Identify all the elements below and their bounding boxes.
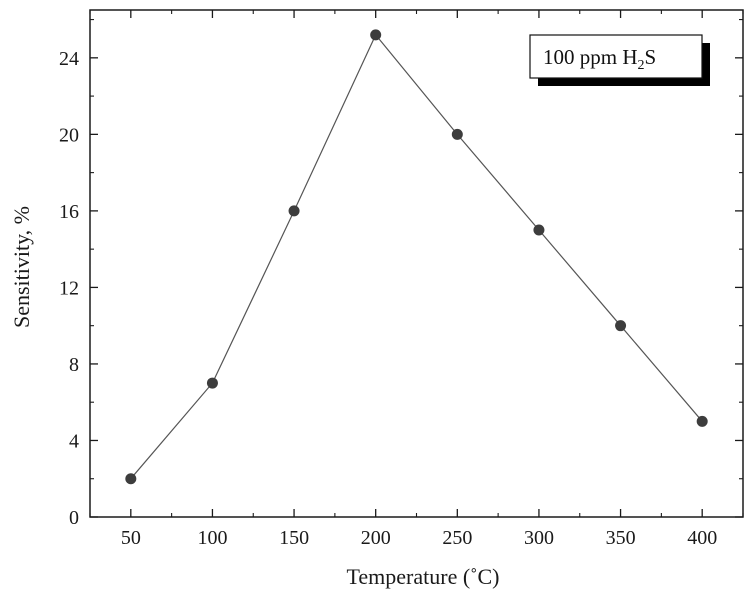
y-tick-label: 12	[59, 277, 79, 299]
x-tick-label: 250	[442, 527, 472, 549]
x-tick-label: 400	[687, 527, 717, 549]
y-tick-label: 4	[69, 430, 79, 452]
ticks-layer: 50 100 150 200 250 300 350 400 0 4 8 12 16 20 24	[59, 10, 744, 549]
x-tick-label: 300	[524, 527, 554, 549]
y-tick-label: 8	[69, 354, 79, 376]
legend-box: 100 ppm H2S	[529, 34, 710, 86]
data-point	[125, 473, 137, 485]
y-axis-title: Sensitivity, %	[9, 206, 34, 328]
data-point	[206, 377, 218, 389]
data-point	[615, 320, 627, 332]
series-layer	[125, 29, 708, 485]
legend-frame	[529, 34, 703, 79]
x-tick-label: 200	[361, 527, 391, 549]
legend-label: 100 ppm H2S	[543, 45, 656, 73]
data-point	[533, 224, 545, 236]
x-tick-label: 150	[279, 527, 309, 549]
legend-tail: S	[645, 45, 657, 69]
x-tick-label: 50	[121, 527, 141, 549]
plot-area-border	[89, 9, 744, 518]
x-tick-label: 350	[606, 527, 636, 549]
y-tick-label: 0	[69, 507, 79, 529]
x-axis-title: Temperature (˚C)	[347, 564, 500, 589]
series-line	[130, 33, 703, 480]
legend-subscript: 2	[638, 58, 645, 73]
y-tick-label: 24	[59, 48, 79, 70]
y-tick-label: 16	[59, 201, 79, 223]
plot-frame-layer	[89, 9, 744, 518]
data-point	[370, 29, 382, 41]
y-tick-label: 20	[59, 124, 79, 146]
data-point	[451, 128, 463, 140]
legend-main: 100 ppm H	[543, 45, 638, 69]
data-point	[696, 415, 708, 427]
data-point	[288, 205, 300, 217]
x-tick-label: 100	[197, 527, 227, 549]
